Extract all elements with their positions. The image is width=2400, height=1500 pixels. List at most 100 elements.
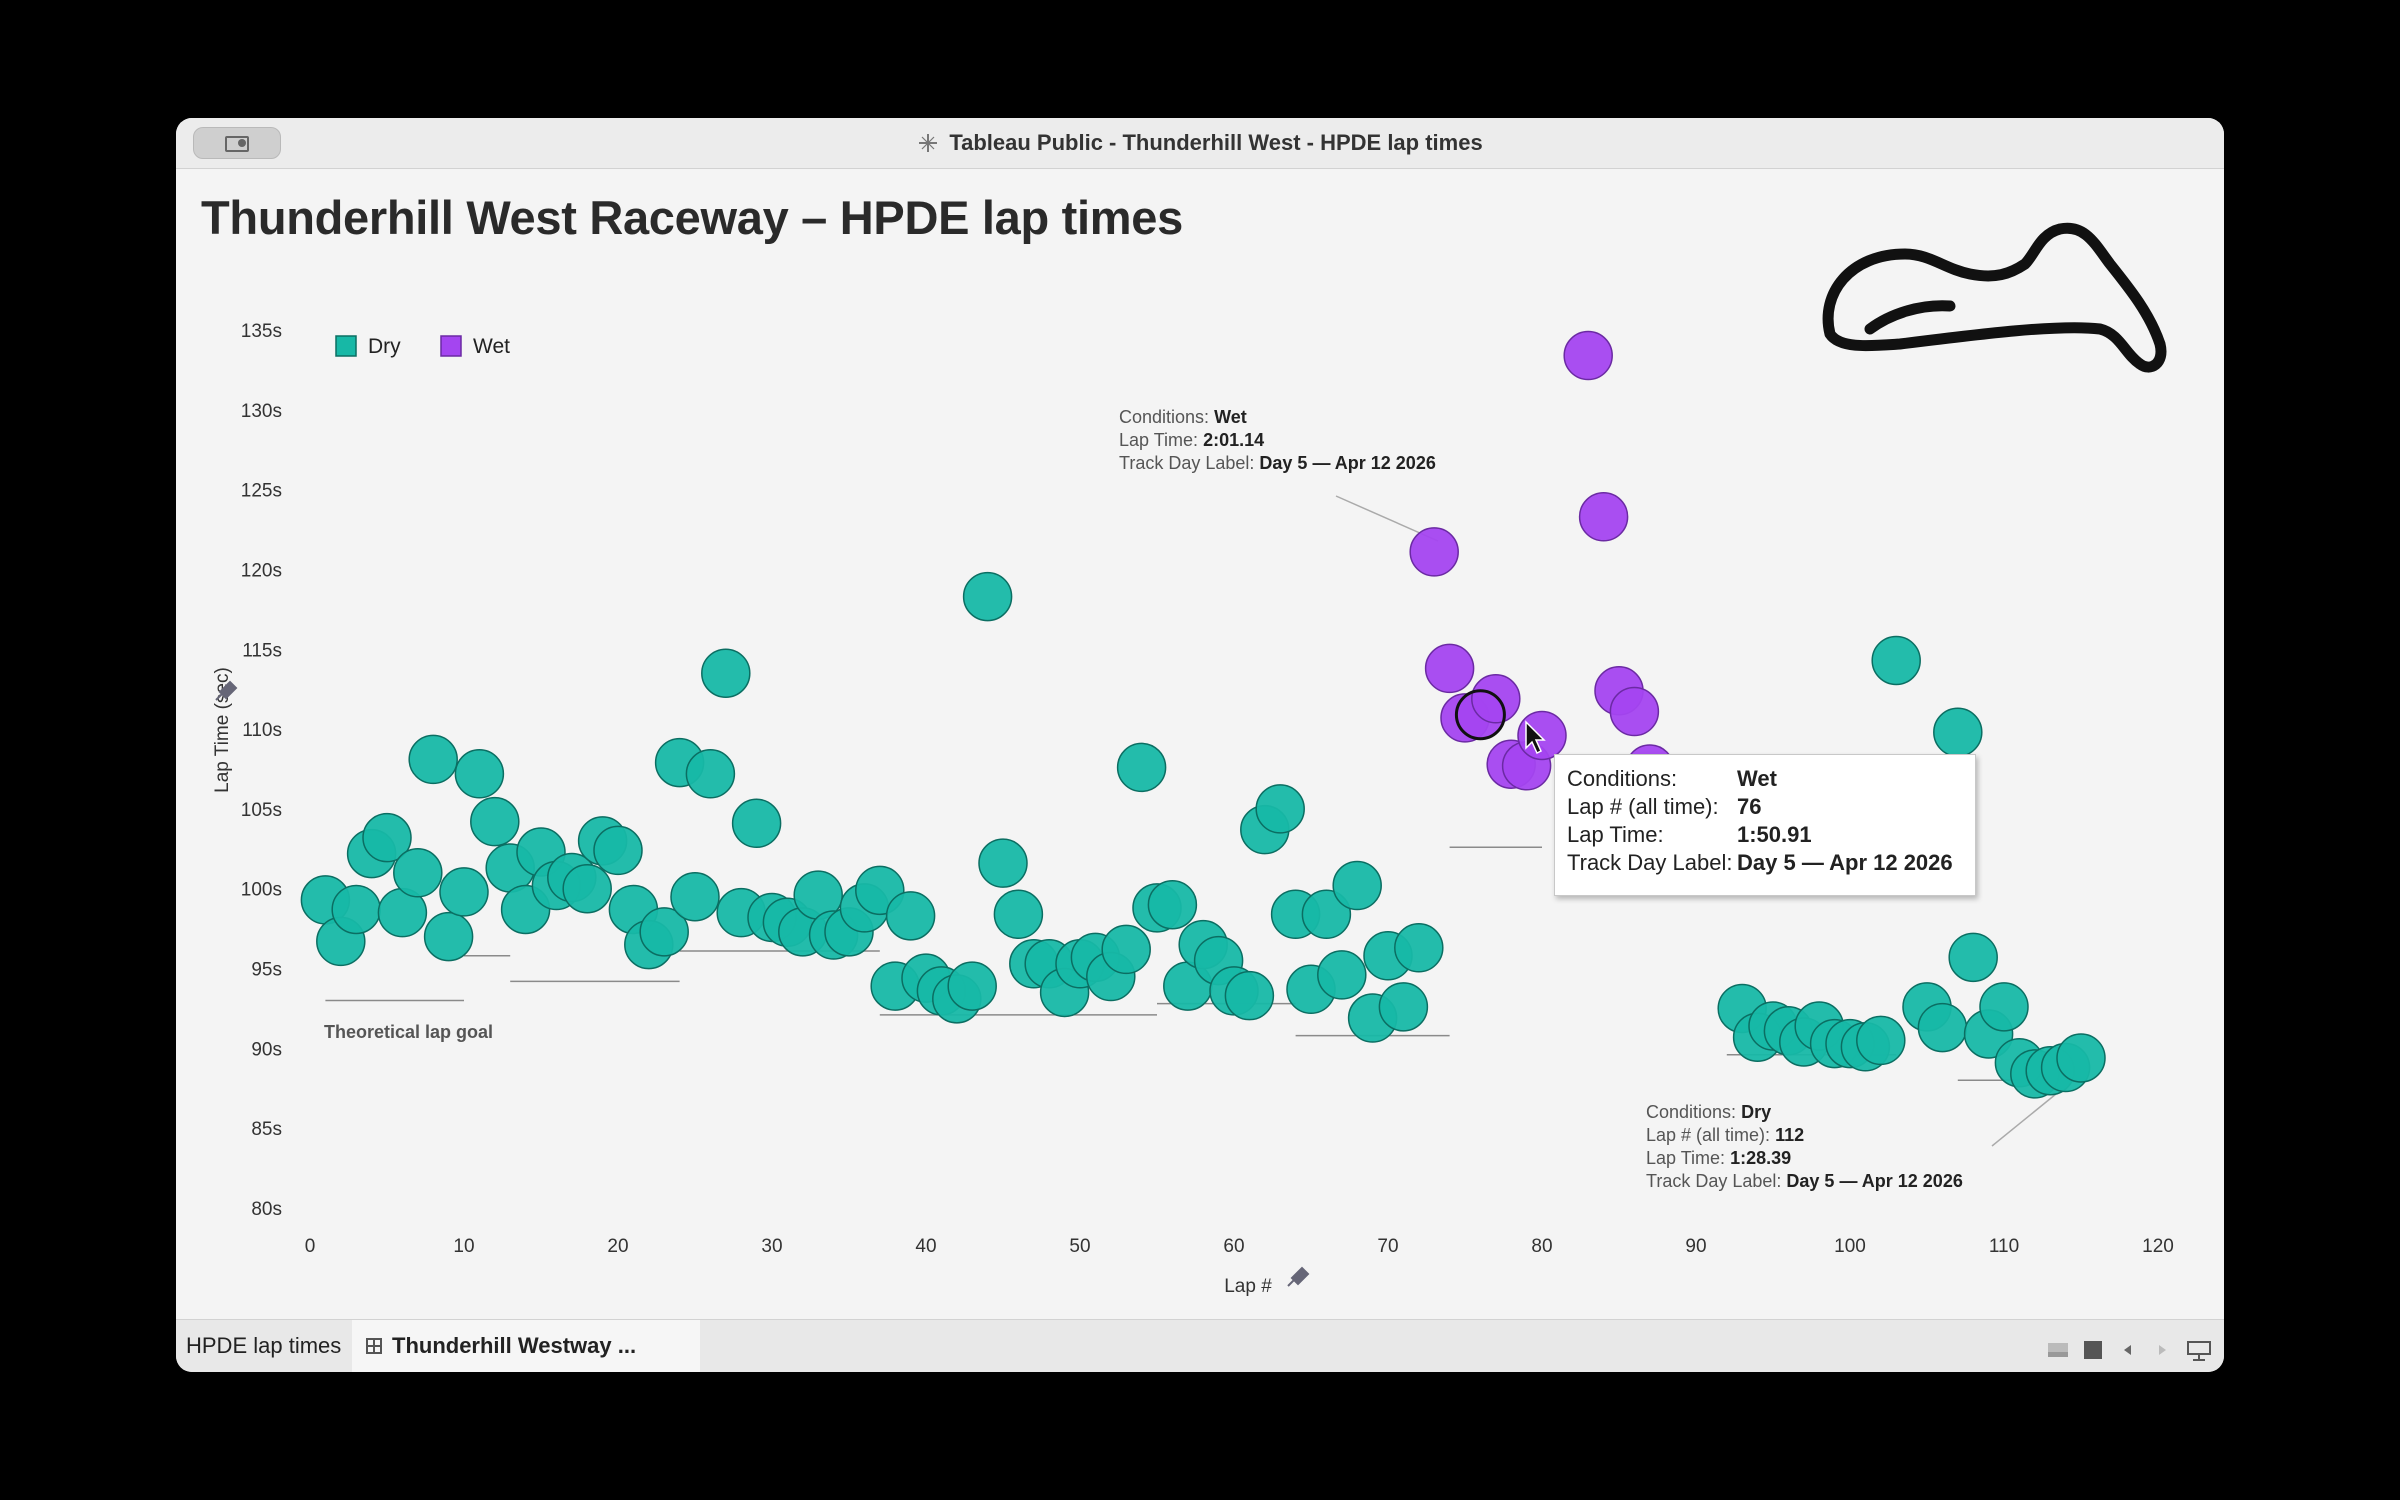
data-point-dry [1224,970,1275,1021]
tableau-icon [919,134,938,152]
thumbnail-view-icon[interactable] [2046,1340,2070,1360]
dashboard-title: Thunderhill West Raceway – HPDE lap time… [201,191,1183,244]
data-point-dry [1317,950,1367,1000]
annotation-leader-dry [1991,1093,2057,1147]
dashboard-grid-icon [366,1338,382,1354]
data-point-dry [1255,784,1305,834]
y-tick-label: 90s [251,1039,282,1060]
data-point-dry [1933,707,1983,758]
data-point-dry [978,838,1028,888]
data-point-wet [1609,686,1660,737]
hover-tooltip: Conditions: Wet Lap # (all time): 76 Lap T… [1554,754,1976,896]
person-icon [238,139,246,147]
account-button[interactable] [193,127,281,159]
data-point-dry [1147,879,1198,930]
data-point-wet [1563,330,1613,381]
data-point-dry [1948,932,1998,983]
x-axis-title: Lap # [1224,1276,1272,1297]
data-point-dry [885,891,936,941]
x-tick-label: 30 [761,1236,782,1257]
data-point-dry [1979,982,2029,1032]
x-axis-pin-icon [1287,1266,1310,1287]
data-point-dry [1856,1015,1906,1066]
data-point-dry [331,884,381,935]
y-tick-label: 115s [242,640,282,661]
data-point-dry [993,889,1044,940]
data-point-dry [454,749,505,799]
legend-swatch-dry [335,335,357,357]
data-point-dry [393,848,443,898]
data-point-dry [962,571,1013,622]
data-point-dry [439,867,489,917]
y-tick-label: 85s [251,1119,282,1140]
data-point-dry [1301,889,1352,940]
window-title: Tableau Public - Thunderhill West - HPDE… [949,130,1483,155]
data-point-dry [670,871,720,922]
track-map-icon [1822,222,2167,373]
data-point-wet [1471,674,1521,724]
data-point-dry [1394,923,1444,973]
app-window: Tableau Public - Thunderhill West - HPDE… [176,118,2224,1372]
filmstrip-view-icon[interactable] [2082,1340,2104,1360]
data-point-wet [1424,643,1475,694]
legend-label-wet: Wet [473,335,510,358]
data-point-wet [1517,710,1567,761]
presentation-mode-icon[interactable] [2186,1340,2212,1362]
data-point-dry [2056,1033,2106,1083]
data-point-dry [1917,1002,1968,1053]
x-tick-label: 80 [1531,1236,1552,1257]
data-point-dry [1332,860,1382,911]
y-tick-label: 80s [251,1199,282,1220]
data-point-dry [1871,635,1921,686]
sheet-tab-bar: HPDE lap times Thunderhill Westway ... [176,1319,2224,1372]
data-point-dry [1378,982,1429,1032]
data-point-dry [947,961,997,1011]
data-point-dry [408,734,458,785]
data-point-dry [423,911,474,962]
hovered-point-highlight [1454,689,1506,741]
next-sheet-icon[interactable] [2154,1340,2170,1360]
data-point-dry [731,798,782,849]
x-tick-label: 40 [915,1236,936,1257]
data-point-dry [562,863,612,914]
y-tick-label: 130s [241,401,282,422]
x-tick-label: 0 [305,1236,316,1257]
screen-icon [225,136,249,152]
y-tick-label: 125s [241,481,282,502]
scatter-chart: 135s 130s 125s 120s 115s 110s 105s 100s 95s 90s 85… [212,321,2174,1297]
tab-hpde-lap-times[interactable]: HPDE lap times [186,1333,342,1358]
x-tick-label: 60 [1223,1236,1244,1257]
x-tick-label: 100 [1834,1236,1866,1257]
data-point-wet [1409,527,1459,577]
data-point-dry [593,825,643,876]
x-tick-label: 50 [1069,1236,1090,1257]
data-point-dry [701,648,751,698]
tab-thunderhill-dashboard[interactable]: Thunderhill Westway ... [352,1320,700,1372]
annotation-wet-peak: Conditions: Wet Lap Time: 2:01.14 Track … [1119,407,1436,473]
x-tick-label: 120 [2142,1236,2174,1257]
data-point-dry [639,907,689,957]
legend-label-dry: Dry [368,335,401,358]
x-tick-label: 70 [1377,1236,1398,1257]
title-bar: Tableau Public - Thunderhill West - HPDE… [176,118,2224,169]
annotation-dry-best: Conditions: Dry Lap # (all time): 112 La… [1646,1102,1963,1191]
data-point-dry [362,812,412,863]
y-tick-label: 95s [251,960,282,981]
x-tick-label: 10 [453,1236,474,1257]
goal-label: Theoretical lap goal [324,1022,493,1042]
y-tick-label: 100s [241,880,282,901]
y-tick-label: 120s [241,560,282,581]
mouse-cursor-icon [1525,720,1546,755]
y-tick-label: 105s [241,800,282,821]
data-point-dry [685,749,736,799]
data-point-dry [1101,924,1151,975]
y-tick-label: 110s [242,720,282,741]
data-point-dry [1116,742,1167,793]
previous-sheet-icon[interactable] [2120,1340,2136,1360]
data-point-wet [1578,492,1629,542]
y-axis-pin-icon [215,680,238,701]
y-tick-label: 135s [241,321,282,342]
legend-swatch-wet [440,335,462,357]
x-tick-label: 110 [1989,1236,2019,1257]
data-point-dry [470,796,520,847]
